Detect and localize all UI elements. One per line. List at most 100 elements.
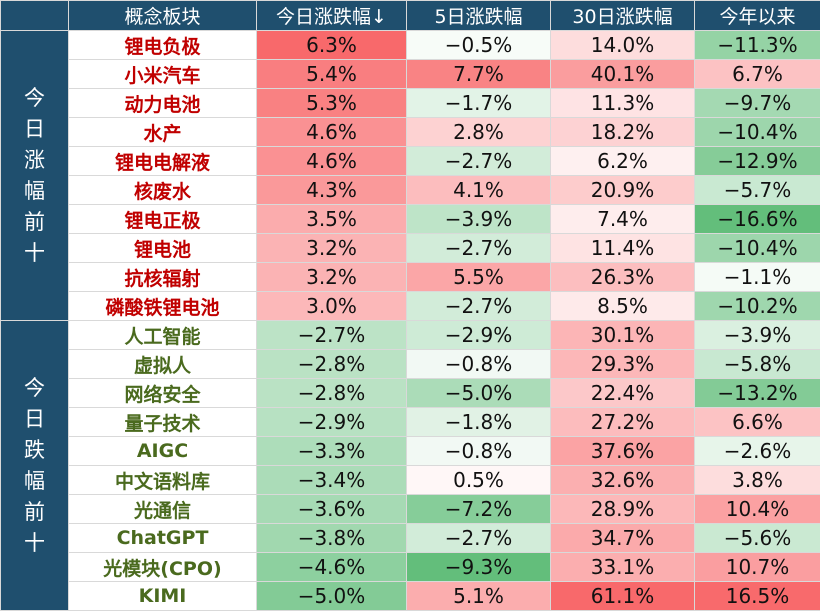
30day-change-cell: 26.3% xyxy=(551,263,695,292)
5day-change-cell: −0.5% xyxy=(407,31,551,60)
header-concept[interactable]: 概念板块 xyxy=(69,1,257,31)
30day-change-cell: 11.3% xyxy=(551,89,695,118)
concept-name-cell[interactable]: 小米汽车 xyxy=(69,60,257,89)
5day-change-cell: −1.8% xyxy=(407,408,551,437)
30day-change-cell: 7.4% xyxy=(551,205,695,234)
section-label-top-losers: 今日跌幅前十 xyxy=(1,321,69,611)
ytd-change-cell: 10.7% xyxy=(695,553,820,582)
concept-name-cell[interactable]: 动力电池 xyxy=(69,89,257,118)
30day-change-cell: 8.5% xyxy=(551,292,695,321)
concept-name-cell[interactable]: 中文语料库 xyxy=(69,466,257,495)
header-5day-change[interactable]: 5日涨跌幅 xyxy=(407,1,551,31)
table-row[interactable]: 今日跌幅前十人工智能−2.7%−2.9%30.1%−3.9% xyxy=(1,321,820,350)
section-label-char: 今 xyxy=(1,373,68,404)
today-change-cell: −2.7% xyxy=(257,321,407,350)
30day-change-cell: 14.0% xyxy=(551,31,695,60)
30day-change-cell: 27.2% xyxy=(551,408,695,437)
section-label-char: 跌 xyxy=(1,435,68,466)
table-row[interactable]: 虚拟人−2.8%−0.8%29.3%−5.8% xyxy=(1,350,820,379)
concept-name-cell[interactable]: 网络安全 xyxy=(69,379,257,408)
concept-name-cell[interactable]: 水产 xyxy=(69,118,257,147)
concept-name-cell[interactable]: AIGC xyxy=(69,437,257,466)
concept-name-cell[interactable]: 磷酸铁锂电池 xyxy=(69,292,257,321)
concept-name-cell[interactable]: 光通信 xyxy=(69,495,257,524)
section-label-char: 日 xyxy=(1,404,68,435)
today-change-cell: −3.6% xyxy=(257,495,407,524)
today-change-cell: −2.8% xyxy=(257,350,407,379)
ytd-change-cell: −10.4% xyxy=(695,118,820,147)
table-row[interactable]: KIMI−5.0%5.1%61.1%16.5% xyxy=(1,582,820,611)
header-ytd-change[interactable]: 今年以来 xyxy=(695,1,820,31)
ytd-change-cell: −5.6% xyxy=(695,524,820,553)
concept-name-cell[interactable]: 人工智能 xyxy=(69,321,257,350)
today-change-cell: 3.2% xyxy=(257,263,407,292)
concept-name-cell[interactable]: 抗核辐射 xyxy=(69,263,257,292)
concept-name-cell[interactable]: 锂电负极 xyxy=(69,31,257,60)
header-30day-change[interactable]: 30日涨跌幅 xyxy=(551,1,695,31)
today-change-cell: 5.4% xyxy=(257,60,407,89)
5day-change-cell: −3.9% xyxy=(407,205,551,234)
section-label-char: 今 xyxy=(1,83,68,114)
30day-change-cell: 37.6% xyxy=(551,437,695,466)
concept-name-cell[interactable]: KIMI xyxy=(69,582,257,611)
today-change-cell: −3.8% xyxy=(257,524,407,553)
concept-name-cell[interactable]: 虚拟人 xyxy=(69,350,257,379)
5day-change-cell: 7.7% xyxy=(407,60,551,89)
ytd-change-cell: −3.9% xyxy=(695,321,820,350)
section-label-char: 十 xyxy=(1,528,68,559)
concept-name-cell[interactable]: 锂电电解液 xyxy=(69,147,257,176)
section-label-char: 涨 xyxy=(1,145,68,176)
today-change-cell: 4.6% xyxy=(257,147,407,176)
today-change-cell: 4.3% xyxy=(257,176,407,205)
concept-name-cell[interactable]: 量子技术 xyxy=(69,408,257,437)
concept-name-cell[interactable]: ChatGPT xyxy=(69,524,257,553)
5day-change-cell: −2.9% xyxy=(407,321,551,350)
table-row[interactable]: 光模块(CPO)−4.6%−9.3%33.1%10.7% xyxy=(1,553,820,582)
concept-name-cell[interactable]: 锂电正极 xyxy=(69,205,257,234)
today-change-cell: −4.6% xyxy=(257,553,407,582)
5day-change-cell: −2.7% xyxy=(407,524,551,553)
header-today-change[interactable]: 今日涨跌幅↓ xyxy=(257,1,407,31)
ytd-change-cell: −5.8% xyxy=(695,350,820,379)
ytd-change-cell: −16.6% xyxy=(695,205,820,234)
table-row[interactable]: ChatGPT−3.8%−2.7%34.7%−5.6% xyxy=(1,524,820,553)
ytd-change-cell: −10.2% xyxy=(695,292,820,321)
concept-name-cell[interactable]: 锂电池 xyxy=(69,234,257,263)
5day-change-cell: −7.2% xyxy=(407,495,551,524)
section-label-char: 十 xyxy=(1,238,68,269)
30day-change-cell: 30.1% xyxy=(551,321,695,350)
ytd-change-cell: −10.4% xyxy=(695,234,820,263)
30day-change-cell: 18.2% xyxy=(551,118,695,147)
table-row[interactable]: 量子技术−2.9%−1.8%27.2%6.6% xyxy=(1,408,820,437)
5day-change-cell: 2.8% xyxy=(407,118,551,147)
30day-change-cell: 11.4% xyxy=(551,234,695,263)
header-blank-cell xyxy=(1,1,69,31)
table-row[interactable]: 光通信−3.6%−7.2%28.9%10.4% xyxy=(1,495,820,524)
5day-change-cell: −2.7% xyxy=(407,292,551,321)
section-label-char: 幅 xyxy=(1,466,68,497)
today-change-cell: −2.8% xyxy=(257,379,407,408)
concept-name-cell[interactable]: 核废水 xyxy=(69,176,257,205)
concept-name-cell[interactable]: 光模块(CPO) xyxy=(69,553,257,582)
table-row[interactable]: 网络安全−2.8%−5.0%22.4%−13.2% xyxy=(1,379,820,408)
ytd-change-cell: −12.9% xyxy=(695,147,820,176)
section-label-char: 日 xyxy=(1,114,68,145)
today-change-cell: −3.4% xyxy=(257,466,407,495)
ytd-change-cell: −9.7% xyxy=(695,89,820,118)
5day-change-cell: 4.1% xyxy=(407,176,551,205)
section-label-char: 前 xyxy=(1,497,68,528)
table-row[interactable]: AIGC−3.3%−0.8%37.6%−2.6% xyxy=(1,437,820,466)
table-row[interactable]: 中文语料库−3.4%0.5%32.6%3.8% xyxy=(1,466,820,495)
